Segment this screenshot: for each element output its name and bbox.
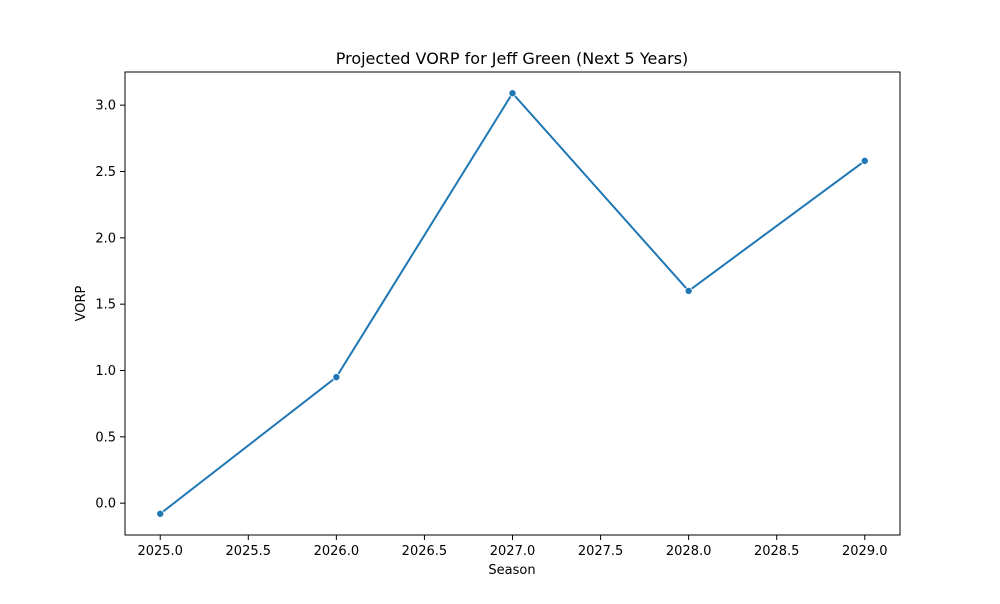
y-tick-label: 1.5 xyxy=(95,298,116,313)
x-tick-label: 2025.0 xyxy=(137,544,183,559)
y-tick-label: 2.5 xyxy=(95,165,116,180)
x-tick-label: 2027.0 xyxy=(490,544,536,559)
x-axis-ticks: 2025.0 2025.5 2026.0 2026.5 2027.0 2027.5 2028… xyxy=(137,535,888,559)
plot-area xyxy=(156,89,869,518)
x-tick-label: 2026.0 xyxy=(314,544,360,559)
y-tick-label: 3.0 xyxy=(95,99,116,114)
chart-title: Projected VORP for Jeff Green (Next 5 Ye… xyxy=(336,49,689,68)
x-tick-label: 2026.5 xyxy=(402,544,448,559)
data-point xyxy=(332,373,341,382)
axes-frame xyxy=(124,71,901,536)
data-point xyxy=(860,156,869,165)
x-tick-label: 2028.5 xyxy=(754,544,800,559)
y-tick-label: 0.5 xyxy=(95,430,116,445)
y-axis-ticks: 0.0 0.5 1.0 1.5 2.0 2.5 3.0 xyxy=(95,99,125,512)
y-tick-label: 2.0 xyxy=(95,231,116,246)
y-tick-label: 1.0 xyxy=(95,364,116,379)
x-tick-label: 2029.0 xyxy=(842,544,888,559)
data-point xyxy=(508,89,517,98)
x-axis-label: Season xyxy=(488,563,535,578)
x-tick-label: 2025.5 xyxy=(226,544,272,559)
y-tick-label: 0.0 xyxy=(95,497,116,512)
y-axis-label: VORP xyxy=(74,285,89,321)
x-tick-label: 2028.0 xyxy=(666,544,712,559)
data-point xyxy=(684,286,693,295)
data-point xyxy=(156,509,165,518)
x-tick-label: 2027.5 xyxy=(578,544,624,559)
